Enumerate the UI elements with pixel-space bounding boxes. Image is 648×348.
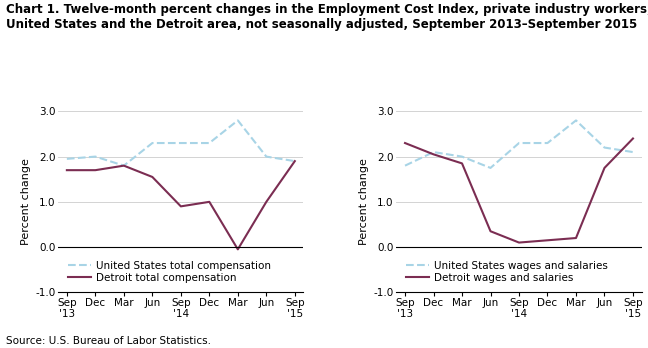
Detroit total compensation: [291, 159, 299, 163]
Detroit total compensation: [234, 247, 242, 251]
United States total compensation: [234, 118, 242, 122]
United States total compensation: [205, 141, 213, 145]
Detroit total compensation: [262, 200, 270, 204]
United States total compensation: [177, 141, 185, 145]
Detroit wages and salaries: [487, 229, 494, 233]
Detroit wages and salaries: [601, 166, 608, 170]
Detroit total compensation: [177, 204, 185, 208]
United States total compensation: [91, 155, 99, 159]
Detroit wages and salaries: [572, 236, 580, 240]
Legend: United States wages and salaries, Detroit wages and salaries: United States wages and salaries, Detroi…: [404, 259, 610, 285]
Detroit wages and salaries: [629, 136, 637, 141]
United States wages and salaries: [458, 155, 466, 159]
United States wages and salaries: [515, 141, 523, 145]
Detroit wages and salaries: [401, 141, 409, 145]
Line: Detroit wages and salaries: Detroit wages and salaries: [405, 139, 633, 243]
Detroit total compensation: [63, 168, 71, 172]
Line: United States wages and salaries: United States wages and salaries: [405, 120, 633, 168]
Y-axis label: Percent change: Percent change: [359, 158, 369, 245]
United States total compensation: [291, 159, 299, 163]
Line: Detroit total compensation: Detroit total compensation: [67, 161, 295, 249]
United States wages and salaries: [487, 166, 494, 170]
Detroit wages and salaries: [458, 161, 466, 165]
United States total compensation: [262, 155, 270, 159]
United States wages and salaries: [544, 141, 551, 145]
Detroit total compensation: [205, 200, 213, 204]
Detroit wages and salaries: [544, 238, 551, 242]
Detroit total compensation: [148, 175, 156, 179]
United States wages and salaries: [401, 164, 409, 168]
United States total compensation: [148, 141, 156, 145]
United States wages and salaries: [430, 150, 437, 154]
United States wages and salaries: [572, 118, 580, 122]
Legend: United States total compensation, Detroit total compensation: United States total compensation, Detroi…: [66, 259, 273, 285]
United States total compensation: [120, 164, 128, 168]
United States wages and salaries: [601, 145, 608, 150]
Detroit total compensation: [120, 164, 128, 168]
Y-axis label: Percent change: Percent change: [21, 158, 31, 245]
Detroit wages and salaries: [430, 152, 437, 157]
United States total compensation: [63, 157, 71, 161]
Text: Chart 1. Twelve-month percent changes in the Employment Cost Index, private indu: Chart 1. Twelve-month percent changes in…: [6, 3, 648, 31]
Line: United States total compensation: United States total compensation: [67, 120, 295, 166]
United States wages and salaries: [629, 150, 637, 154]
Detroit total compensation: [91, 168, 99, 172]
Text: Source: U.S. Bureau of Labor Statistics.: Source: U.S. Bureau of Labor Statistics.: [6, 336, 211, 346]
Detroit wages and salaries: [515, 240, 523, 245]
